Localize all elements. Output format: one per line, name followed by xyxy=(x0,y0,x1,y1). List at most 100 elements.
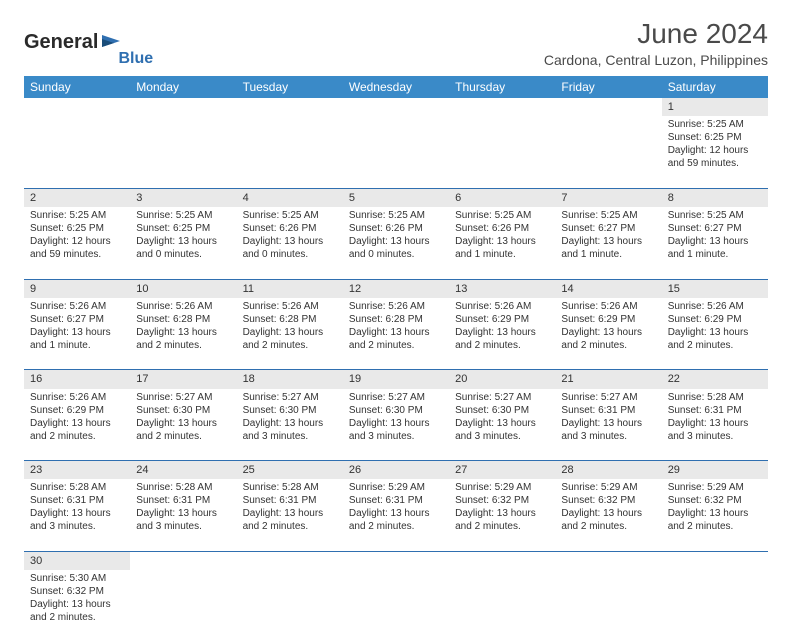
day-number-cell: 5 xyxy=(343,188,449,207)
day-header: Saturday xyxy=(662,76,768,98)
day-detail-cell: Sunrise: 5:26 AMSunset: 6:28 PMDaylight:… xyxy=(130,298,236,370)
daylight-line: Daylight: 13 hours and 2 minutes. xyxy=(243,507,337,533)
day-detail-cell: Sunrise: 5:26 AMSunset: 6:28 PMDaylight:… xyxy=(343,298,449,370)
sunset-line: Sunset: 6:30 PM xyxy=(136,404,230,417)
day-number-cell xyxy=(555,551,661,570)
logo-text-general: General xyxy=(24,31,98,54)
sunset-line: Sunset: 6:30 PM xyxy=(349,404,443,417)
sunrise-line: Sunrise: 5:27 AM xyxy=(243,391,337,404)
daylight-line: Daylight: 13 hours and 1 minute. xyxy=(561,235,655,261)
day-detail-cell: Sunrise: 5:26 AMSunset: 6:29 PMDaylight:… xyxy=(449,298,555,370)
day-detail-cell: Sunrise: 5:27 AMSunset: 6:30 PMDaylight:… xyxy=(130,389,236,461)
logo: General Blue xyxy=(24,24,141,60)
daylight-line: Daylight: 13 hours and 0 minutes. xyxy=(349,235,443,261)
sunset-line: Sunset: 6:27 PM xyxy=(668,222,762,235)
sunset-line: Sunset: 6:28 PM xyxy=(243,313,337,326)
daylight-line: Daylight: 13 hours and 2 minutes. xyxy=(668,507,762,533)
sunset-line: Sunset: 6:30 PM xyxy=(243,404,337,417)
day-number-cell xyxy=(662,551,768,570)
sunset-line: Sunset: 6:25 PM xyxy=(668,131,762,144)
sunset-line: Sunset: 6:26 PM xyxy=(243,222,337,235)
sunset-line: Sunset: 6:29 PM xyxy=(668,313,762,326)
day-number-cell: 14 xyxy=(555,279,661,298)
day-number-cell xyxy=(237,551,343,570)
daylight-line: Daylight: 13 hours and 3 minutes. xyxy=(455,417,549,443)
sunset-line: Sunset: 6:32 PM xyxy=(561,494,655,507)
day-detail-row: Sunrise: 5:25 AMSunset: 6:25 PMDaylight:… xyxy=(24,207,768,279)
sunrise-line: Sunrise: 5:25 AM xyxy=(349,209,443,222)
day-detail-cell xyxy=(237,116,343,188)
sunset-line: Sunset: 6:29 PM xyxy=(455,313,549,326)
day-detail-cell: Sunrise: 5:28 AMSunset: 6:31 PMDaylight:… xyxy=(662,389,768,461)
sunset-line: Sunset: 6:32 PM xyxy=(455,494,549,507)
day-number-cell xyxy=(237,98,343,116)
sunrise-line: Sunrise: 5:27 AM xyxy=(349,391,443,404)
day-detail-cell: Sunrise: 5:25 AMSunset: 6:26 PMDaylight:… xyxy=(237,207,343,279)
day-number-cell: 12 xyxy=(343,279,449,298)
day-number-cell: 1 xyxy=(662,98,768,116)
daylight-line: Daylight: 12 hours and 59 minutes. xyxy=(668,144,762,170)
sunset-line: Sunset: 6:31 PM xyxy=(561,404,655,417)
location-text: Cardona, Central Luzon, Philippines xyxy=(544,52,768,68)
daylight-line: Daylight: 13 hours and 3 minutes. xyxy=(243,417,337,443)
day-number-cell: 13 xyxy=(449,279,555,298)
day-number-row: 30 xyxy=(24,551,768,570)
day-number-cell xyxy=(343,98,449,116)
daylight-line: Daylight: 13 hours and 2 minutes. xyxy=(136,326,230,352)
sunset-line: Sunset: 6:26 PM xyxy=(349,222,443,235)
day-number-row: 9101112131415 xyxy=(24,279,768,298)
sunrise-line: Sunrise: 5:29 AM xyxy=(668,481,762,494)
daylight-line: Daylight: 13 hours and 3 minutes. xyxy=(349,417,443,443)
sunrise-line: Sunrise: 5:25 AM xyxy=(243,209,337,222)
sunrise-line: Sunrise: 5:28 AM xyxy=(136,481,230,494)
sunset-line: Sunset: 6:31 PM xyxy=(30,494,124,507)
day-detail-cell xyxy=(24,116,130,188)
sunrise-line: Sunrise: 5:29 AM xyxy=(561,481,655,494)
day-detail-cell: Sunrise: 5:30 AMSunset: 6:32 PMDaylight:… xyxy=(24,570,130,642)
day-detail-cell: Sunrise: 5:26 AMSunset: 6:29 PMDaylight:… xyxy=(555,298,661,370)
daylight-line: Daylight: 13 hours and 1 minute. xyxy=(30,326,124,352)
day-number-cell: 4 xyxy=(237,188,343,207)
daylight-line: Daylight: 13 hours and 0 minutes. xyxy=(243,235,337,261)
sunset-line: Sunset: 6:27 PM xyxy=(30,313,124,326)
day-number-cell: 7 xyxy=(555,188,661,207)
day-detail-cell xyxy=(555,570,661,642)
daylight-line: Daylight: 13 hours and 2 minutes. xyxy=(455,326,549,352)
sunset-line: Sunset: 6:31 PM xyxy=(349,494,443,507)
day-detail-cell: Sunrise: 5:28 AMSunset: 6:31 PMDaylight:… xyxy=(130,479,236,551)
daylight-line: Daylight: 13 hours and 0 minutes. xyxy=(136,235,230,261)
daylight-line: Daylight: 13 hours and 3 minutes. xyxy=(668,417,762,443)
day-number-cell: 8 xyxy=(662,188,768,207)
sunset-line: Sunset: 6:25 PM xyxy=(136,222,230,235)
day-detail-cell: Sunrise: 5:25 AMSunset: 6:25 PMDaylight:… xyxy=(662,116,768,188)
sunrise-line: Sunrise: 5:28 AM xyxy=(243,481,337,494)
sunset-line: Sunset: 6:25 PM xyxy=(30,222,124,235)
day-number-cell xyxy=(449,551,555,570)
day-detail-row: Sunrise: 5:26 AMSunset: 6:27 PMDaylight:… xyxy=(24,298,768,370)
sunrise-line: Sunrise: 5:29 AM xyxy=(349,481,443,494)
daylight-line: Daylight: 13 hours and 2 minutes. xyxy=(349,507,443,533)
day-detail-cell: Sunrise: 5:25 AMSunset: 6:26 PMDaylight:… xyxy=(343,207,449,279)
day-detail-row: Sunrise: 5:26 AMSunset: 6:29 PMDaylight:… xyxy=(24,389,768,461)
day-detail-cell: Sunrise: 5:26 AMSunset: 6:27 PMDaylight:… xyxy=(24,298,130,370)
day-detail-cell: Sunrise: 5:25 AMSunset: 6:25 PMDaylight:… xyxy=(130,207,236,279)
day-number-cell xyxy=(130,98,236,116)
sunset-line: Sunset: 6:29 PM xyxy=(30,404,124,417)
sunrise-line: Sunrise: 5:29 AM xyxy=(455,481,549,494)
day-header: Thursday xyxy=(449,76,555,98)
day-number-cell: 19 xyxy=(343,370,449,389)
day-detail-cell xyxy=(449,116,555,188)
day-number-cell: 10 xyxy=(130,279,236,298)
daylight-line: Daylight: 13 hours and 1 minute. xyxy=(668,235,762,261)
sunrise-line: Sunrise: 5:25 AM xyxy=(136,209,230,222)
day-number-cell: 23 xyxy=(24,461,130,480)
day-number-cell: 18 xyxy=(237,370,343,389)
daylight-line: Daylight: 13 hours and 3 minutes. xyxy=(30,507,124,533)
day-detail-cell: Sunrise: 5:27 AMSunset: 6:31 PMDaylight:… xyxy=(555,389,661,461)
sunset-line: Sunset: 6:31 PM xyxy=(136,494,230,507)
sunrise-line: Sunrise: 5:26 AM xyxy=(561,300,655,313)
sunrise-line: Sunrise: 5:25 AM xyxy=(455,209,549,222)
day-detail-cell: Sunrise: 5:25 AMSunset: 6:25 PMDaylight:… xyxy=(24,207,130,279)
day-number-cell: 9 xyxy=(24,279,130,298)
day-detail-cell: Sunrise: 5:29 AMSunset: 6:32 PMDaylight:… xyxy=(449,479,555,551)
